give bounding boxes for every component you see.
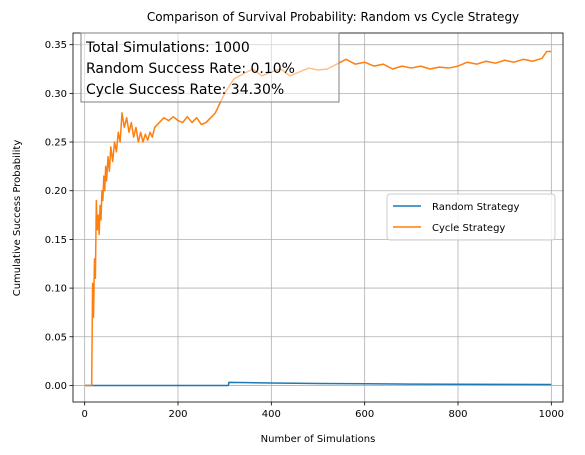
y-tick-label: 0.20 xyxy=(45,186,67,197)
y-tick-label: 0.10 xyxy=(45,284,67,295)
y-tick-label: 0.25 xyxy=(45,138,67,149)
y-axis-label: Cumulative Success Probability xyxy=(12,140,23,297)
summary-cycle-rate: Cycle Success Rate: 34.30% xyxy=(86,82,284,98)
legend-label-cycle: Cycle Strategy xyxy=(432,223,505,234)
x-axis-label: Number of Simulations xyxy=(261,434,376,445)
y-tick-label: 0.00 xyxy=(45,381,67,392)
series-line-random xyxy=(85,381,552,387)
legend-label-random: Random Strategy xyxy=(432,202,520,213)
legend-frame xyxy=(386,193,556,241)
x-tick-label: 400 xyxy=(262,409,281,420)
legend: Random Strategy Cycle Strategy xyxy=(386,193,556,241)
x-tick-label: 1000 xyxy=(539,409,564,420)
x-tick-label: 800 xyxy=(448,409,467,420)
summary-box: Total Simulations: 1000 Random Success R… xyxy=(80,32,340,103)
chart-title: Comparison of Survival Probability: Rand… xyxy=(147,10,519,24)
summary-random-rate: Random Success Rate: 0.10% xyxy=(86,61,295,77)
y-tick-label: 0.05 xyxy=(45,332,67,343)
y-axis: 0.00 0.05 0.10 0.15 0.20 0.25 0.30 0.35 xyxy=(45,40,73,392)
summary-box-frame xyxy=(80,32,340,103)
y-tick-label: 0.15 xyxy=(45,235,67,246)
x-axis: 0 200 400 600 800 1000 xyxy=(81,402,564,420)
series-line-cycle xyxy=(85,50,552,387)
series-layer xyxy=(85,50,552,387)
x-tick-label: 0 xyxy=(81,409,87,420)
summary-total: Total Simulations: 1000 xyxy=(85,40,250,56)
y-tick-label: 0.35 xyxy=(45,40,67,51)
x-tick-label: 200 xyxy=(168,409,187,420)
x-tick-label: 600 xyxy=(355,409,374,420)
y-tick-label: 0.30 xyxy=(45,89,67,100)
